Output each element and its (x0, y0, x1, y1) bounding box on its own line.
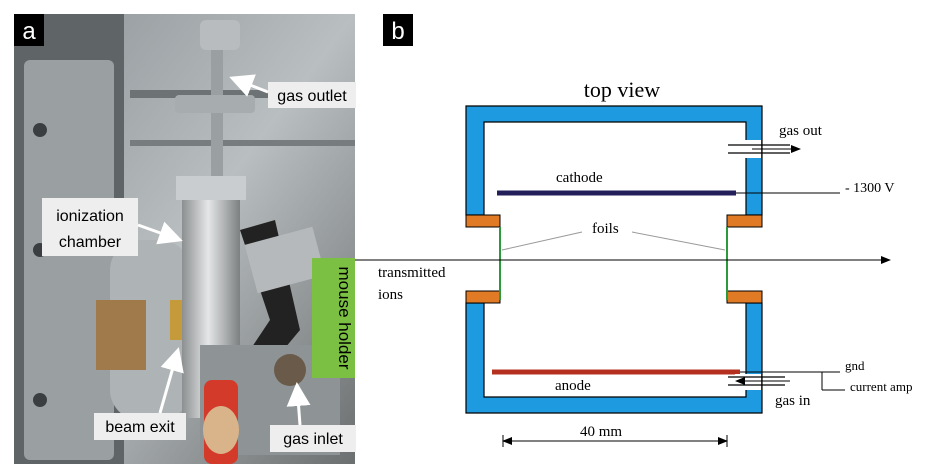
diagram-label: ions (378, 287, 403, 303)
foil-holder (727, 291, 762, 303)
diagram-label: - 1300 V (845, 181, 895, 196)
chamber-wall (466, 303, 762, 413)
photo-label: chamber (59, 234, 122, 251)
photo: mouse holder gas outlet ionization chamb… (14, 14, 356, 464)
chamber-wall (466, 106, 762, 215)
diagram-label: gas in (775, 393, 811, 409)
foil-holder (466, 291, 500, 303)
diagram: b top view gas out cathode - 1300 V foil… (355, 14, 912, 447)
diagram-label: current amp (850, 379, 912, 394)
figure: mouse holder gas outlet ionization chamb… (0, 0, 925, 464)
diagram-label: 40 mm (580, 424, 622, 440)
diagram-label: foils (592, 221, 619, 237)
diagram-label: gnd (845, 358, 865, 373)
page: mouse holder gas outlet ionization chamb… (0, 0, 925, 464)
diagram-label: anode (555, 378, 591, 394)
photo-label: mouse holder (335, 266, 354, 369)
foil-holder (466, 215, 500, 227)
photo-label: gas inlet (283, 431, 343, 448)
diagram-title: top view (584, 77, 660, 102)
diagram-label: gas out (779, 123, 823, 139)
panel-label: b (391, 18, 404, 45)
diagram-label: cathode (556, 170, 603, 186)
photo-label: gas outlet (277, 88, 347, 105)
foil-holder (727, 215, 762, 227)
panel-label: a (22, 18, 36, 45)
photo-label: beam exit (105, 419, 175, 436)
photo-label: ionization (56, 208, 124, 225)
diagram-label: transmitted (378, 265, 446, 281)
